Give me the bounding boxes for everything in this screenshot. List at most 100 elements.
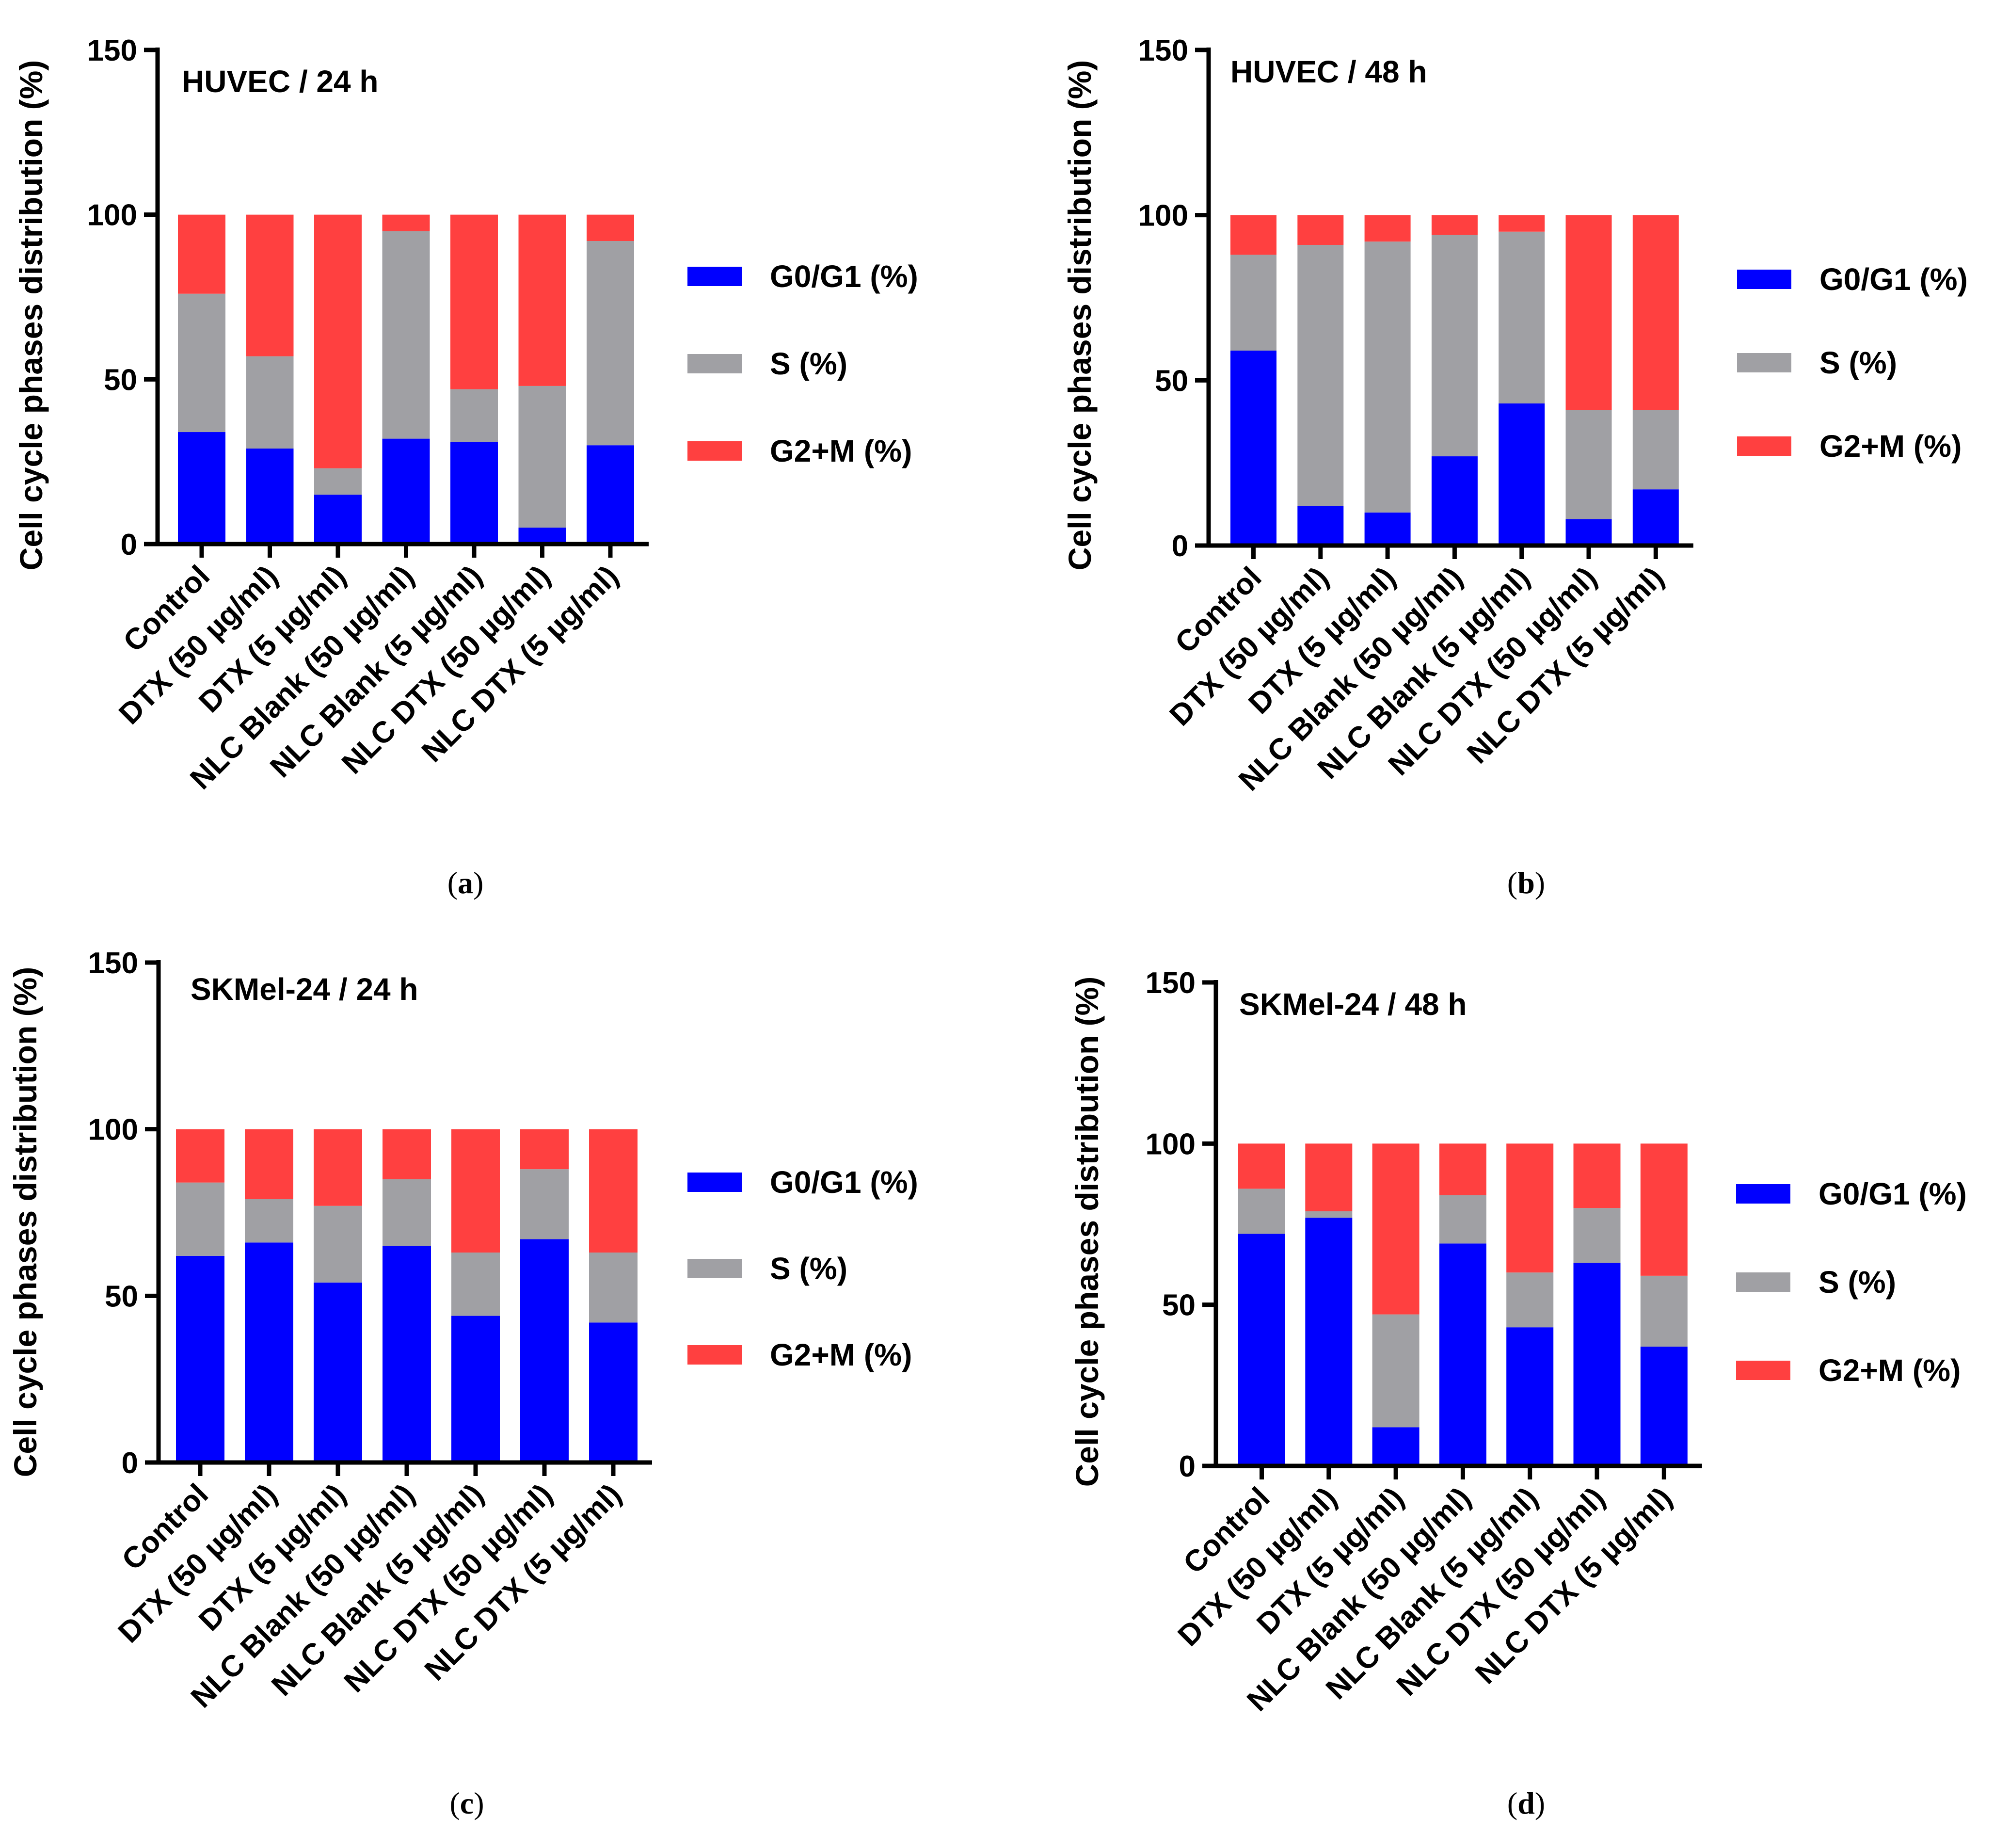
bar-g0-g1-nlc-blank-5-g-ml xyxy=(1499,403,1545,546)
bar-g0-g1-nlc-dtx-50-g-ml xyxy=(1565,519,1612,546)
bar-s-dtx-50-g-ml xyxy=(1297,244,1344,506)
bar-g0-g1-nlc-blank-5-g-ml xyxy=(1506,1327,1554,1466)
bar-g0-g1-nlc-blank-50-g-ml xyxy=(382,438,430,544)
y-tick-label: 100 xyxy=(1146,1127,1196,1161)
bar-g2-m-nlc-blank-50-g-ml xyxy=(382,214,430,231)
bar-s-nlc-blank-5-g-ml xyxy=(1506,1272,1554,1328)
legend-swatch-g0-g1 xyxy=(1737,270,1791,289)
y-axis-title: Cell cycle phases distribution (%) xyxy=(1062,60,1098,571)
legend: G0/G1 (%) S (%) G2+M (%) xyxy=(1737,262,1968,464)
bar-g0-g1-nlc-dtx-5-g-ml xyxy=(589,1322,638,1462)
bar-s-nlc-blank-5-g-ml xyxy=(1499,231,1545,404)
bar-g2-m-dtx-5-g-ml xyxy=(314,1129,362,1206)
bar-g2-m-nlc-blank-5-g-ml xyxy=(1499,215,1545,232)
bar-s-control xyxy=(1238,1189,1285,1234)
y-tick-label: 150 xyxy=(1146,966,1196,1000)
panel-caption: (b) xyxy=(1507,866,1545,900)
bar-s-nlc-dtx-5-g-ml xyxy=(1640,1275,1688,1347)
bar-s-nlc-blank-5-g-ml xyxy=(450,389,498,442)
legend-label-g0-g1: G0/G1 (%) xyxy=(1819,262,1968,297)
legend: G0/G1 (%) S (%) G2+M (%) xyxy=(1736,1176,1967,1388)
bar-s-nlc-dtx-5-g-ml xyxy=(1632,410,1679,490)
y-axis-title: Cell cycle phases distribution (%) xyxy=(7,967,43,1478)
bar-g2-m-nlc-dtx-50-g-ml xyxy=(1565,215,1612,410)
bar-g2-m-nlc-dtx-50-g-ml xyxy=(520,1129,569,1170)
bar-s-nlc-dtx-50-g-ml xyxy=(1573,1208,1621,1263)
bar-g0-g1-nlc-dtx-5-g-ml xyxy=(587,445,634,544)
legend-label-g2-m: G2+M (%) xyxy=(1819,1353,1961,1388)
bar-g2-m-nlc-dtx-5-g-ml xyxy=(1632,215,1679,410)
legend-label-g0-g1: G0/G1 (%) xyxy=(770,259,918,294)
y-tick-label: 150 xyxy=(88,947,138,980)
bar-g0-g1-control xyxy=(176,1255,224,1462)
bar-g2-m-dtx-50-g-ml xyxy=(1297,215,1344,245)
y-tick-label: 0 xyxy=(1172,530,1188,563)
y-tick-label: 50 xyxy=(1162,1289,1196,1322)
legend-label-s: S (%) xyxy=(1819,345,1897,380)
bar-s-nlc-blank-50-g-ml xyxy=(383,1179,431,1246)
bar-s-dtx-50-g-ml xyxy=(245,1199,293,1243)
legend: G0/G1 (%) S (%) G2+M (%) xyxy=(687,259,918,468)
panel-caption: (c) xyxy=(449,1786,484,1820)
bar-g0-g1-nlc-dtx-5-g-ml xyxy=(1632,489,1679,546)
bar-s-dtx-50-g-ml xyxy=(1305,1211,1353,1218)
legend-swatch-g2-m xyxy=(687,1345,742,1365)
legend: G0/G1 (%) S (%) G2+M (%) xyxy=(687,1165,918,1372)
bar-s-dtx-5-g-ml xyxy=(314,1205,362,1283)
legend-swatch-g2-m xyxy=(1736,1361,1790,1380)
bar-g0-g1-dtx-5-g-ml xyxy=(1364,512,1411,546)
y-tick-label: 50 xyxy=(104,363,137,397)
legend-label-s: S (%) xyxy=(1819,1265,1896,1300)
bar-s-nlc-dtx-50-g-ml xyxy=(520,1169,569,1239)
bar-g2-m-dtx-5-g-ml xyxy=(1372,1143,1420,1315)
bar-s-nlc-blank-50-g-ml xyxy=(1431,235,1478,457)
y-axis-title: Cell cycle phases distribution (%) xyxy=(13,60,49,571)
legend-swatch-s xyxy=(687,354,742,373)
legend-label-g2-m: G2+M (%) xyxy=(1819,429,1962,464)
bar-g2-m-dtx-50-g-ml xyxy=(245,1129,293,1200)
y-tick-label: 50 xyxy=(105,1280,138,1313)
y-tick-label: 0 xyxy=(1179,1450,1196,1483)
bar-g0-g1-dtx-50-g-ml xyxy=(1297,506,1344,546)
legend-swatch-g2-m xyxy=(687,441,742,461)
bar-g0-g1-nlc-dtx-50-g-ml xyxy=(518,528,566,544)
bar-g0-g1-dtx-5-g-ml xyxy=(314,495,362,544)
legend-label-g0-g1: G0/G1 (%) xyxy=(770,1165,918,1200)
panel-caption: (d) xyxy=(1507,1786,1545,1820)
y-tick-label: 100 xyxy=(88,1113,138,1147)
y-axis-title: Cell cycle phases distribution (%) xyxy=(1069,977,1105,1487)
bar-g0-g1-dtx-50-g-ml xyxy=(1305,1218,1353,1466)
legend-label-g0-g1: G0/G1 (%) xyxy=(1819,1176,1967,1211)
y-tick-label: 0 xyxy=(121,528,137,562)
legend-swatch-g2-m xyxy=(1737,436,1791,456)
bar-g2-m-dtx-5-g-ml xyxy=(314,214,362,468)
bar-g2-m-nlc-blank-50-g-ml xyxy=(1439,1143,1486,1195)
legend-swatch-g0-g1 xyxy=(687,267,742,286)
bar-g0-g1-nlc-blank-50-g-ml xyxy=(1431,456,1478,546)
bar-g2-m-nlc-blank-5-g-ml xyxy=(1506,1143,1554,1273)
legend-label-g2-m: G2+M (%) xyxy=(770,434,912,468)
bar-g2-m-nlc-blank-5-g-ml xyxy=(451,1129,500,1253)
bar-g2-m-nlc-dtx-5-g-ml xyxy=(589,1129,638,1253)
panel-title: SKMel-24 / 24 h xyxy=(191,972,418,1007)
bar-g0-g1-dtx-5-g-ml xyxy=(1372,1427,1420,1466)
panel-title: HUVEC / 48 h xyxy=(1230,54,1427,89)
bar-g2-m-control xyxy=(176,1129,224,1183)
bar-g0-g1-nlc-blank-5-g-ml xyxy=(450,442,498,544)
legend-label-s: S (%) xyxy=(770,1251,847,1286)
y-tick-label: 150 xyxy=(1138,34,1188,67)
bar-g2-m-nlc-blank-5-g-ml xyxy=(450,214,498,389)
legend-swatch-s xyxy=(687,1259,742,1278)
bar-s-nlc-dtx-50-g-ml xyxy=(1565,410,1612,519)
bar-g2-m-nlc-dtx-5-g-ml xyxy=(1640,1143,1688,1276)
legend-swatch-g0-g1 xyxy=(1736,1184,1790,1204)
bar-s-nlc-blank-50-g-ml xyxy=(1439,1195,1486,1244)
bar-g0-g1-nlc-dtx-50-g-ml xyxy=(520,1239,569,1462)
bar-g0-g1-nlc-blank-50-g-ml xyxy=(383,1246,431,1462)
legend-swatch-g0-g1 xyxy=(687,1173,742,1192)
bar-g2-m-control xyxy=(1238,1143,1285,1189)
